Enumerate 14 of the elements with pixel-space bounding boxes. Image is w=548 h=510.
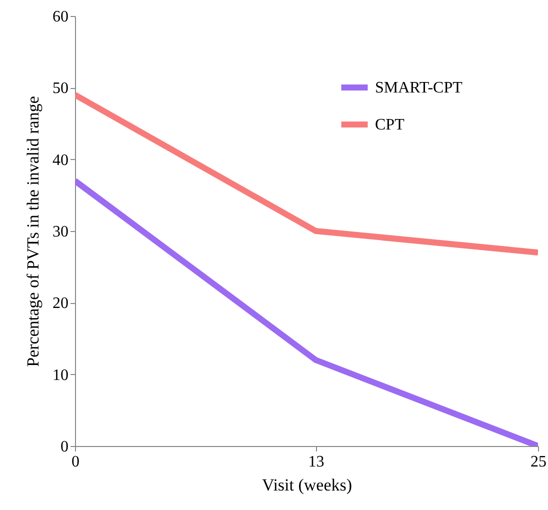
legend-label: SMART-CPT bbox=[375, 80, 463, 96]
y-tick-label: 30 bbox=[52, 224, 68, 240]
y-tick-label: 40 bbox=[52, 152, 68, 169]
y-tick-label: 0 bbox=[60, 438, 68, 456]
y-tick-label: 20 bbox=[52, 295, 68, 312]
x-tick-label: 0 bbox=[72, 454, 80, 470]
y-tick-label: 60 bbox=[52, 8, 68, 26]
y-tick-label: 50 bbox=[52, 80, 68, 98]
x-tick-label: 25 bbox=[530, 454, 546, 470]
legend-label: CPT bbox=[375, 116, 405, 134]
x-axis-title: Visit (weeks) bbox=[262, 476, 352, 494]
y-tick-label: 10 bbox=[52, 366, 68, 384]
y-axis-title: Percentage of PVTs in the invalid range bbox=[24, 96, 42, 367]
x-tick-label: 13 bbox=[308, 454, 324, 470]
